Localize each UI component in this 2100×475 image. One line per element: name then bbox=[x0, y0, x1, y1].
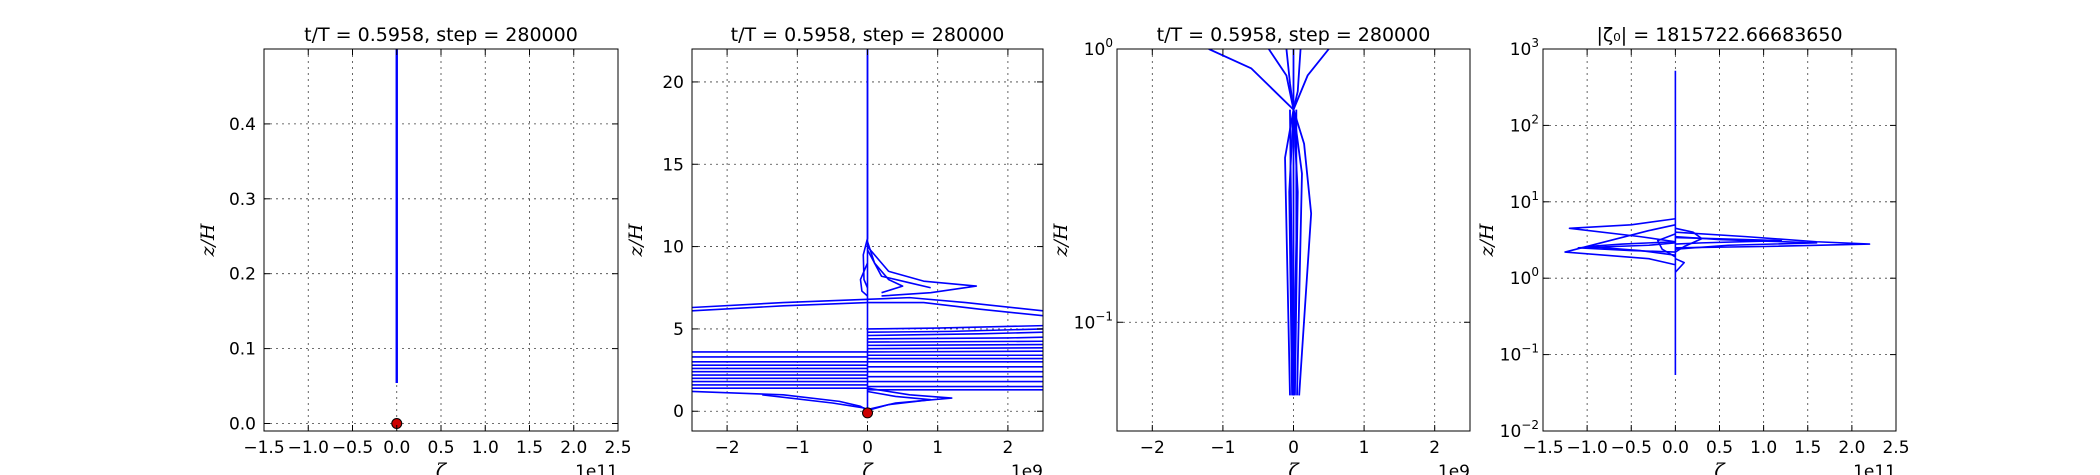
series-line bbox=[1289, 109, 1295, 396]
y-axis-label: z/H bbox=[625, 223, 647, 257]
series-1 bbox=[692, 49, 1043, 412]
chart-title: t/T = 0.5958, step = 280000 bbox=[1157, 24, 1431, 46]
y-axis-label: z/H bbox=[1050, 223, 1072, 257]
y-tick-label: 10−2 bbox=[1500, 418, 1539, 442]
x-tick-label: 2 bbox=[1002, 438, 1013, 458]
series-line bbox=[692, 296, 1043, 312]
series-line bbox=[1656, 233, 1676, 258]
x-tick-label: 0.0 bbox=[383, 438, 410, 458]
series-line bbox=[867, 331, 1043, 337]
x-tick-label: 0.5 bbox=[1706, 438, 1733, 458]
series-line bbox=[1674, 227, 1703, 253]
series-line bbox=[1292, 109, 1298, 396]
series-line bbox=[866, 241, 904, 294]
series-line bbox=[1568, 217, 1676, 243]
y-tick-label: 15 bbox=[662, 155, 684, 175]
chart-panel-3: −2 −1 0 1 2 10−1 100 t/T = 0.5958, step = 28000… bbox=[1050, 24, 1471, 475]
series-line bbox=[867, 340, 1043, 343]
y-tick-label: 10 bbox=[662, 238, 684, 258]
x-tick-label: −1.5 bbox=[243, 438, 284, 458]
y-tick-label: 20 bbox=[662, 73, 684, 93]
series-line bbox=[866, 246, 978, 297]
chart-panel-1: −1.5 −1.0 −0.5 0.0 0.5 1.0 1.5 2.0 2.5 0.0 0.1 0.2 0… bbox=[197, 24, 632, 475]
x-offset-text: 1e11 bbox=[575, 462, 618, 475]
x-tick-label: 2 bbox=[1429, 438, 1440, 458]
x-tick-label: 0.5 bbox=[427, 438, 454, 458]
x-tick-label: 1.5 bbox=[1794, 438, 1821, 458]
x-tick-label: 2.5 bbox=[604, 438, 631, 458]
series-line bbox=[866, 249, 931, 289]
y-tick-label: 0.3 bbox=[229, 190, 256, 210]
series-line bbox=[867, 324, 1043, 330]
x-axis-label: ζ bbox=[862, 460, 874, 475]
chart-title: t/T = 0.5958, step = 280000 bbox=[304, 24, 578, 46]
x-axis-label: ζ bbox=[1714, 460, 1726, 475]
y-tick-label: 10−1 bbox=[1500, 342, 1539, 366]
series-line bbox=[867, 350, 1043, 353]
x-offset-text: 1e9 bbox=[1011, 462, 1043, 475]
series-line bbox=[1586, 240, 1676, 256]
y-tick-label: 100 bbox=[1510, 265, 1539, 289]
x-tick-label: −1 bbox=[1210, 438, 1235, 458]
x-tick-label: 0 bbox=[862, 438, 873, 458]
y-axis-label: z/H bbox=[197, 223, 219, 257]
x-tick-label: 2.0 bbox=[1838, 438, 1865, 458]
x-tick-label: −1.5 bbox=[1522, 438, 1563, 458]
x-tick-label: 2.5 bbox=[1882, 438, 1909, 458]
y-tick-label: 0.1 bbox=[229, 340, 256, 360]
x-tick-label: −2 bbox=[1140, 438, 1165, 458]
y-tick-label: 0.4 bbox=[229, 115, 256, 135]
point-marker bbox=[862, 407, 873, 419]
x-tick-label: −1.0 bbox=[288, 438, 329, 458]
series-line bbox=[867, 343, 1043, 347]
series-line bbox=[692, 301, 1043, 317]
y-axis-label: z/H bbox=[1476, 223, 1498, 257]
x-tick-label: 1.0 bbox=[472, 438, 499, 458]
series-line bbox=[867, 328, 1043, 334]
x-tick-label: −1 bbox=[785, 438, 810, 458]
x-tick-label: 1 bbox=[1359, 438, 1370, 458]
series-line bbox=[692, 390, 868, 412]
x-tick-label: 1.0 bbox=[1750, 438, 1777, 458]
y-tick-label: 101 bbox=[1510, 189, 1539, 213]
y-tick-label: 10−1 bbox=[1074, 309, 1113, 333]
x-axis-label: ζ bbox=[1288, 460, 1300, 475]
chart-title: |ζ₀| = 1815722.66683650 bbox=[1596, 24, 1842, 46]
x-tick-label: 1 bbox=[932, 438, 943, 458]
x-tick-label: −2 bbox=[715, 438, 740, 458]
x-tick-label: 0 bbox=[1288, 438, 1299, 458]
series-1 bbox=[1208, 49, 1330, 396]
x-axis-label: ζ bbox=[436, 460, 448, 475]
series-line bbox=[1208, 49, 1313, 396]
y-tick-label: 0.0 bbox=[229, 415, 256, 435]
chart-title: t/T = 0.5958, step = 280000 bbox=[731, 24, 1005, 46]
series-line bbox=[867, 347, 1043, 350]
x-tick-label: −0.5 bbox=[332, 438, 373, 458]
series-line bbox=[1675, 231, 1871, 249]
y-tick-label: 103 bbox=[1510, 36, 1539, 60]
x-offset-text: 1e11 bbox=[1853, 462, 1896, 475]
y-tick-label: 0 bbox=[673, 402, 684, 422]
chart-panel-4: −1.5 −1.0 −0.5 0.0 0.5 1.0 1.5 2.0 2.5 10−2 10−1 10… bbox=[1476, 24, 1910, 475]
y-tick-label: 5 bbox=[673, 320, 684, 340]
series-line bbox=[1577, 242, 1676, 253]
series-line bbox=[859, 262, 869, 297]
x-tick-label: 2.0 bbox=[560, 438, 587, 458]
series-line bbox=[867, 390, 932, 412]
x-tick-label: −1.0 bbox=[1566, 438, 1607, 458]
series-line bbox=[762, 393, 869, 412]
x-tick-label: −0.5 bbox=[1611, 438, 1652, 458]
series-1 bbox=[1564, 70, 1871, 376]
y-tick-label: 102 bbox=[1510, 112, 1539, 136]
series-line bbox=[867, 336, 1043, 340]
x-tick-label: 1.5 bbox=[516, 438, 543, 458]
series-line bbox=[1674, 257, 1685, 273]
y-tick-label: 100 bbox=[1084, 36, 1113, 60]
x-offset-text: 1e9 bbox=[1438, 462, 1470, 475]
x-tick-label: 0.0 bbox=[1662, 438, 1689, 458]
series-line bbox=[1564, 224, 1676, 266]
y-tick-label: 0.2 bbox=[229, 265, 256, 285]
